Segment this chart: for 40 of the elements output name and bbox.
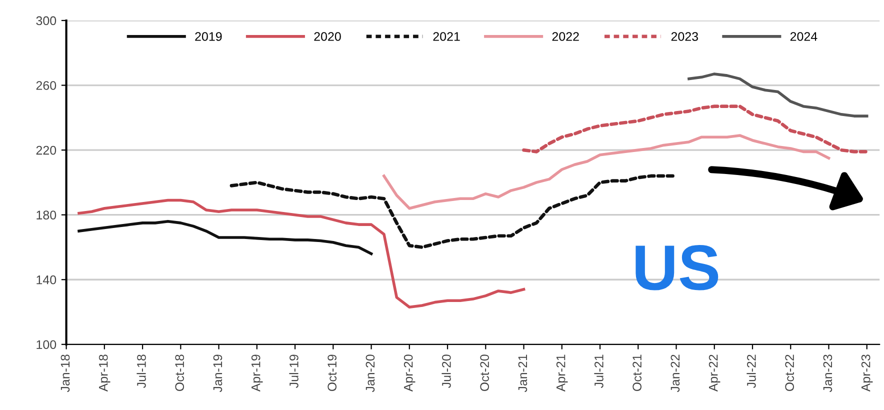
legend-label: 2022 xyxy=(552,32,579,41)
x-tick-label: Jan-19 xyxy=(213,354,222,392)
y-tick-label: 260 xyxy=(36,81,56,90)
line-series xyxy=(688,72,868,118)
x-tick-label: Apr-18 xyxy=(98,354,110,392)
x-tick-label: Jan-22 xyxy=(670,354,680,392)
annotation: US xyxy=(636,245,718,290)
legend-label: 2021 xyxy=(433,32,460,41)
line-series xyxy=(78,220,373,256)
line-series xyxy=(382,134,830,210)
legend-label: 2019 xyxy=(195,32,222,41)
x-tick-label: Jul-19 xyxy=(289,354,298,388)
x-tick-label: Oct-19 xyxy=(328,354,337,392)
x-tick-label: Jul-22 xyxy=(746,354,756,388)
x-tick-label: Apr-23 xyxy=(861,354,873,392)
x-tick-label: Oct-18 xyxy=(175,354,184,392)
legend-label: 2023 xyxy=(671,32,698,41)
x-tick-label: Oct-22 xyxy=(785,354,794,392)
line-series xyxy=(78,198,526,309)
x-tick-label: Jul-21 xyxy=(594,354,604,388)
x-tick-label: Jan-23 xyxy=(823,354,832,392)
x-tick-label: Apr-21 xyxy=(556,354,568,392)
legend-label: 2020 xyxy=(314,32,341,41)
x-tick-label: Apr-22 xyxy=(708,354,720,392)
x-tick-label: Jul-18 xyxy=(136,354,146,388)
x-tick-label: Jan-21 xyxy=(518,354,528,392)
x-tick-label: Jan-18 xyxy=(60,354,70,392)
x-tick-label: Jul-20 xyxy=(442,354,451,388)
y-tick-label: 300 xyxy=(36,16,56,26)
x-tick-label: Oct-20 xyxy=(480,354,490,392)
y-tick-label: 220 xyxy=(36,146,56,155)
line-series xyxy=(522,104,869,154)
y-tick-label: 180 xyxy=(36,210,56,220)
x-tick-label: Oct-21 xyxy=(632,354,642,392)
legend-label: 2024 xyxy=(790,32,818,41)
x-tick-label: Jan-20 xyxy=(366,354,375,392)
x-tick-label: Apr-20 xyxy=(404,354,416,392)
y-tick-label: 100 xyxy=(36,340,56,350)
x-tick-label: Apr-19 xyxy=(251,354,263,392)
y-tick-label: 140 xyxy=(36,275,56,284)
